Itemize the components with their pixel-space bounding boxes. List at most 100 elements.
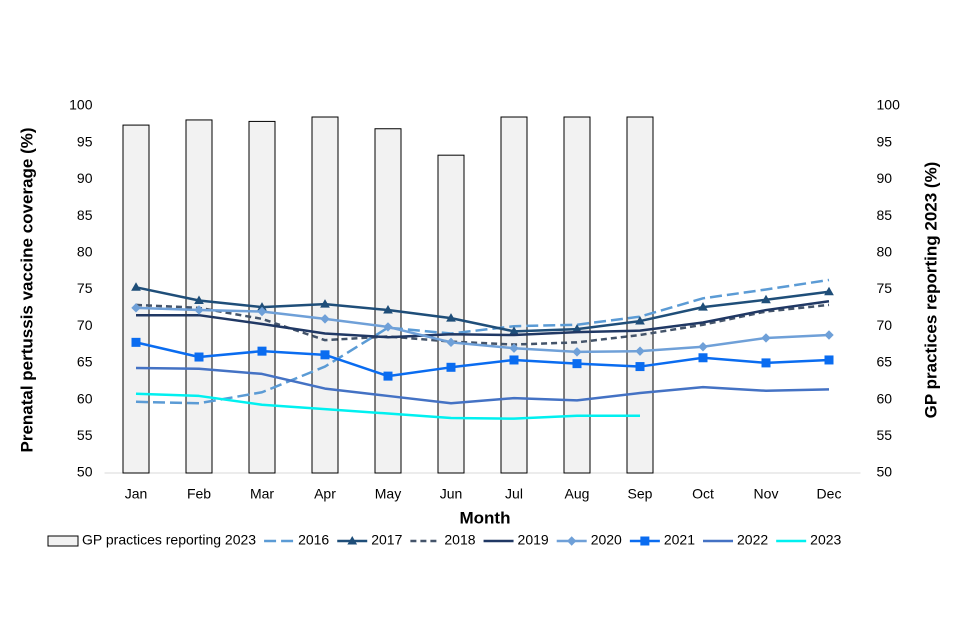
legend-swatch: [47, 535, 79, 547]
y2-tick-label: 60: [877, 390, 893, 406]
bar: [248, 120, 276, 474]
bar: [626, 116, 654, 474]
marker: [640, 536, 650, 546]
marker: [320, 350, 330, 360]
y2-tick-label: 85: [877, 207, 893, 223]
marker: [761, 358, 771, 368]
legend-label: GP practices reporting 2023: [82, 532, 256, 548]
y-tick-label: 65: [77, 354, 93, 370]
marker: [572, 359, 582, 369]
x-tick-label: Aug: [565, 486, 590, 502]
marker: [761, 333, 771, 343]
line: [135, 306, 830, 354]
marker: [566, 536, 577, 546]
x-tick-label: Apr: [314, 486, 336, 502]
y-tick-label: 70: [77, 317, 93, 333]
y2-tick-label: 75: [877, 280, 893, 296]
marker: [194, 352, 204, 362]
line: [135, 278, 830, 405]
bar: [122, 124, 150, 474]
marker: [194, 295, 204, 305]
marker: [446, 362, 456, 372]
marker: [635, 316, 645, 325]
y2-tick-label: 95: [877, 133, 893, 149]
marker: [446, 313, 456, 322]
marker: [509, 355, 519, 365]
y-tick-label: 85: [77, 207, 93, 223]
line: [135, 392, 640, 420]
marker: [698, 353, 708, 363]
marker: [131, 282, 141, 291]
y-tick-label: 50: [77, 464, 93, 480]
y-tick-label: 95: [77, 133, 93, 149]
x-tick-label: Mar: [250, 486, 274, 502]
marker: [320, 299, 330, 308]
legend-label: 2020: [591, 532, 622, 548]
y2-tick-label: 70: [877, 317, 893, 333]
marker: [509, 343, 519, 353]
line: [135, 303, 830, 346]
marker: [824, 286, 834, 296]
marker: [383, 371, 393, 381]
y-tick-label: 60: [77, 390, 93, 406]
y2-tick-label: 50: [877, 464, 893, 480]
marker: [698, 342, 708, 352]
marker: [698, 302, 708, 311]
y-axis-title: Prenatal pertussis vaccine coverage (%): [17, 127, 36, 452]
x-tick-label: May: [375, 486, 401, 502]
x-tick-label: Jan: [125, 486, 148, 502]
y-tick-label: 90: [77, 170, 93, 186]
marker: [383, 305, 393, 314]
legend-label: 2018: [444, 532, 475, 548]
x-tick-label: Jun: [440, 486, 463, 502]
marker: [383, 322, 393, 332]
bar: [374, 128, 402, 474]
x-tick-label: Oct: [692, 486, 714, 502]
y-tick-label: 100: [69, 97, 93, 113]
marker: [194, 305, 204, 315]
x-tick-label: Nov: [754, 486, 779, 502]
marker: [761, 294, 771, 304]
x-tick-label: Sep: [628, 486, 653, 502]
marker: [131, 303, 141, 313]
bar: [311, 116, 339, 474]
legend-label: 2023: [810, 532, 841, 548]
line: [135, 341, 830, 378]
marker: [320, 314, 330, 324]
y-tick-label: 80: [77, 244, 93, 260]
bar: [563, 116, 591, 474]
legend-label: 2019: [518, 532, 549, 548]
y2-tick-label: 100: [877, 97, 901, 113]
y2-tick-label: 55: [877, 427, 893, 443]
legend: GP practices reporting 2023 2016 2017 2018 2…: [47, 532, 842, 548]
y-tick-label: 55: [77, 427, 93, 443]
marker: [572, 347, 582, 357]
y2-tick-label: 90: [877, 170, 893, 186]
x-axis-title: Month: [460, 508, 511, 527]
marker: [635, 346, 645, 356]
x-tick-label: Dec: [817, 486, 842, 502]
marker: [824, 355, 834, 365]
legend-label: 2021: [664, 532, 695, 548]
x-tick-label: Feb: [187, 486, 211, 502]
marker: [257, 346, 267, 356]
bar: [500, 116, 528, 474]
line: [136, 300, 830, 339]
y-tick-label: 75: [77, 280, 93, 296]
marker: [446, 337, 456, 348]
legend-label: 2017: [371, 532, 402, 548]
line: [135, 366, 830, 405]
marker: [347, 535, 358, 545]
marker: [635, 362, 645, 372]
marker: [131, 337, 141, 347]
legend-label: 2016: [298, 532, 329, 548]
marker: [824, 330, 834, 340]
y2-tick-label: 65: [877, 354, 893, 370]
x-tick-label: Jul: [505, 486, 523, 502]
y2-axis-title: GP practices reporting 2023 (%): [921, 162, 940, 419]
line: [135, 286, 830, 333]
marker: [257, 306, 267, 317]
legend-label: 2022: [737, 532, 768, 548]
y2-tick-label: 80: [877, 244, 893, 260]
